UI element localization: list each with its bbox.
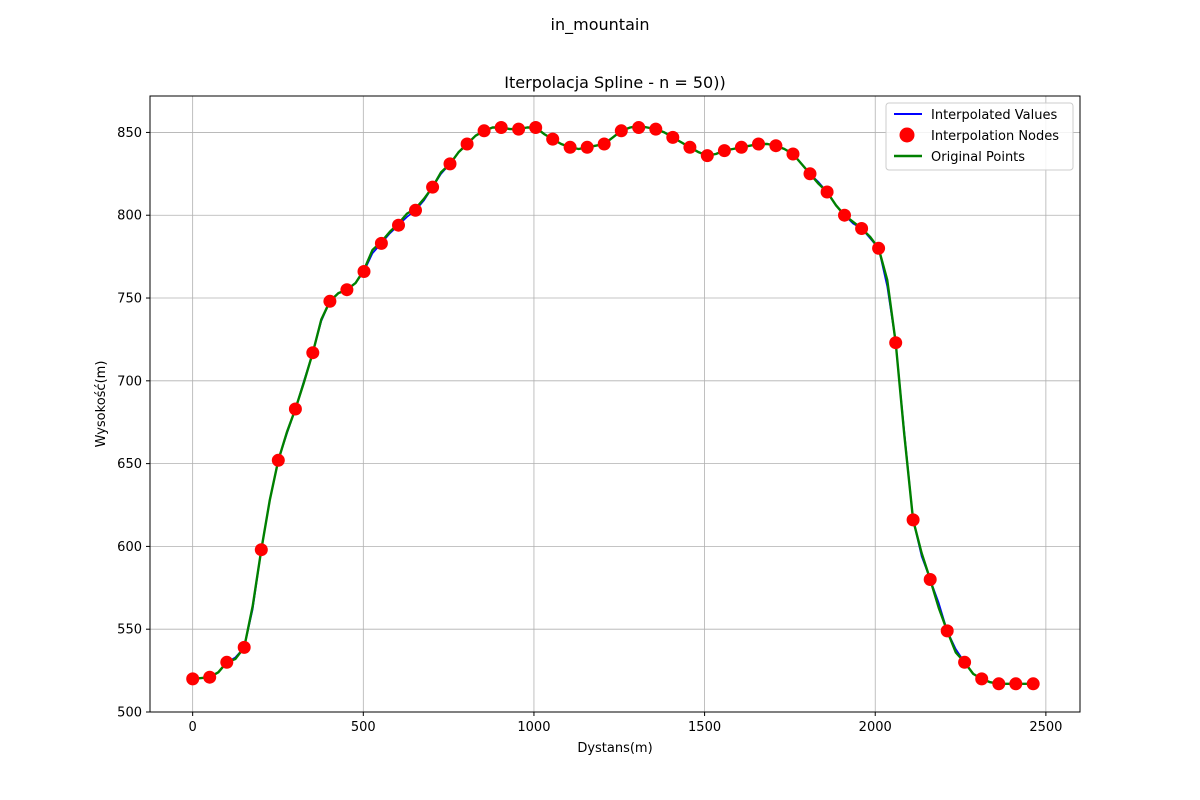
interpolation-node-marker — [460, 137, 474, 151]
interpolation-node-marker — [529, 121, 543, 134]
y-axis-label: Wysokość(m) — [94, 361, 109, 448]
plot-frame — [149, 95, 1081, 713]
chart-title: Iterpolacja Spline - n = 50)) — [504, 73, 725, 92]
y-tick-label: 500 — [117, 706, 142, 721]
grid-lines — [150, 96, 1080, 713]
interpolation-node-marker — [546, 132, 560, 146]
interpolation-node-marker — [752, 137, 765, 151]
interpolation-node-marker — [494, 121, 508, 134]
interpolation-node-marker — [614, 124, 628, 138]
interpolation-node-marker — [975, 672, 989, 686]
interpolation-node-marker — [666, 130, 680, 144]
x-tick-label: 0 — [189, 720, 197, 735]
interpolation-node-marker — [872, 241, 886, 255]
interpolation-node-marker — [1009, 677, 1023, 691]
interpolation-node-marker — [906, 513, 920, 527]
interpolation-node-marker — [838, 208, 851, 222]
interpolation-node-marker — [889, 336, 903, 350]
interpolation-node-marker — [1026, 677, 1040, 691]
x-axis-label: Dystans(m) — [577, 741, 652, 756]
interpolation-node-marker — [374, 236, 388, 250]
legend-label-original-points: Original Points — [931, 150, 1025, 165]
x-axis-ticks: 0 500 1000 1500 2000 2500 — [189, 712, 1062, 735]
y-tick-label: 700 — [117, 374, 142, 389]
interpolation-node-marker — [563, 140, 577, 154]
interpolation-node-marker — [426, 180, 440, 194]
interpolation-node-marker — [220, 655, 234, 669]
interpolation-node-marker — [855, 222, 869, 235]
y-tick-label: 850 — [117, 126, 142, 141]
interpolation-node-marker — [288, 402, 302, 416]
interpolation-node-marker — [237, 640, 251, 654]
y-tick-label: 550 — [117, 623, 142, 638]
x-tick-label: 1500 — [688, 720, 721, 735]
interpolation-node-marker — [340, 283, 354, 297]
interpolation-node-marker — [649, 122, 663, 136]
interpolation-node-marker — [923, 573, 937, 586]
interpolation-node-marker — [392, 218, 405, 232]
interpolation-node-markers — [186, 121, 1040, 691]
interpolation-node-marker — [580, 140, 594, 154]
interpolation-node-marker — [254, 543, 268, 557]
interpolation-node-marker — [700, 149, 714, 163]
y-tick-label: 800 — [117, 209, 142, 224]
interpolation-node-marker — [786, 147, 800, 161]
interpolation-node-marker — [443, 157, 457, 171]
figure-suptitle: in_mountain — [551, 15, 650, 35]
interpolation-node-marker — [323, 294, 337, 308]
interpolation-node-marker — [477, 124, 491, 138]
interpolation-node-marker — [186, 672, 200, 686]
interpolation-node-marker — [632, 121, 646, 134]
y-axis-ticks: 500 550 600 650 700 750 800 850 — [117, 126, 150, 721]
interpolation-node-marker — [803, 167, 817, 181]
interpolation-node-marker — [717, 144, 731, 158]
y-tick-label: 650 — [117, 457, 142, 472]
interpolation-node-marker — [357, 265, 371, 278]
interpolation-node-marker — [203, 670, 217, 684]
interpolation-node-marker — [597, 137, 611, 151]
interpolation-node-marker — [769, 139, 783, 153]
interpolation-node-marker — [683, 140, 697, 154]
interpolation-node-marker — [992, 677, 1006, 691]
x-tick-label: 1000 — [517, 720, 550, 735]
interpolation-node-marker — [512, 122, 526, 136]
legend-label-interpolated-values: Interpolated Values — [931, 108, 1057, 123]
legend-swatch-interpolation-nodes — [899, 127, 915, 143]
interpolation-node-marker — [734, 140, 748, 154]
interpolation-node-marker — [306, 346, 320, 360]
interpolation-node-marker — [958, 655, 972, 669]
legend-label-interpolation-nodes: Interpolation Nodes — [931, 129, 1059, 144]
interpolation-node-marker — [271, 453, 285, 467]
interpolation-node-marker — [940, 624, 954, 638]
interpolation-node-marker — [820, 185, 834, 199]
interpolation-node-marker — [409, 203, 422, 217]
x-tick-label: 2000 — [859, 720, 892, 735]
x-tick-label: 500 — [351, 720, 376, 735]
x-tick-label: 2500 — [1029, 720, 1062, 735]
y-tick-label: 600 — [117, 540, 142, 555]
legend: Interpolated Values Interpolation Nodes … — [885, 102, 1074, 171]
y-tick-label: 750 — [117, 292, 142, 307]
legend-box — [885, 102, 1074, 171]
